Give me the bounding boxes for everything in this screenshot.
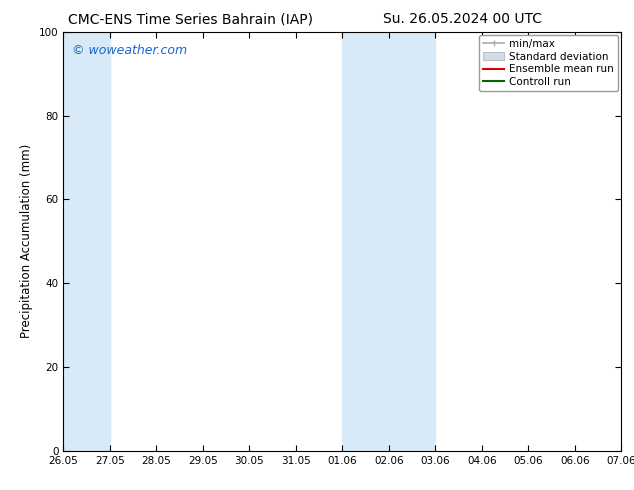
- Legend: min/max, Standard deviation, Ensemble mean run, Controll run: min/max, Standard deviation, Ensemble me…: [479, 35, 618, 91]
- Text: © woweather.com: © woweather.com: [72, 45, 187, 57]
- Bar: [342, 32, 389, 451]
- Bar: [389, 32, 436, 451]
- Y-axis label: Precipitation Accumulation (mm): Precipitation Accumulation (mm): [20, 144, 34, 339]
- Bar: [63, 32, 110, 451]
- Text: Su. 26.05.2024 00 UTC: Su. 26.05.2024 00 UTC: [384, 12, 542, 26]
- Text: CMC-ENS Time Series Bahrain (IAP): CMC-ENS Time Series Bahrain (IAP): [68, 12, 313, 26]
